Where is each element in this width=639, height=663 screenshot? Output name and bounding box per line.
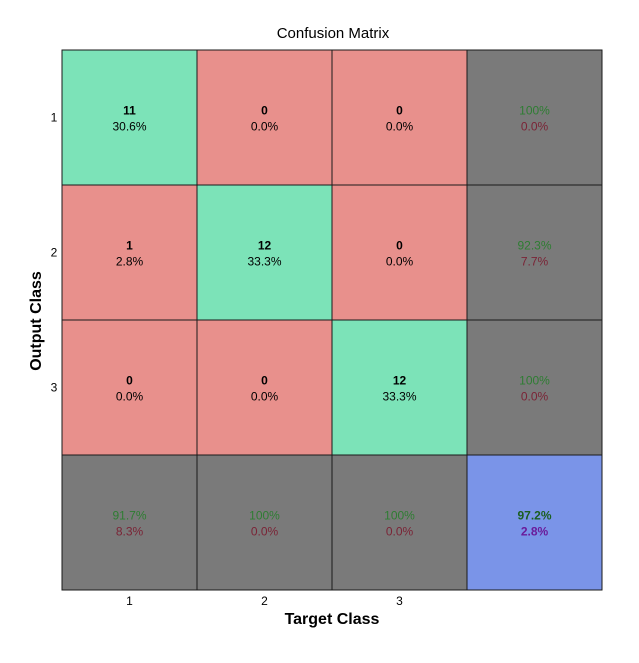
cell-3-1 [61,319,198,456]
cell-1-1-value: 11 [123,104,136,118]
cell-1-2-value: 0 [261,104,268,118]
cell-3-3 [331,319,468,456]
row-summary-2-percent: 7.7% [521,255,549,269]
cell-1-1 [61,49,198,186]
y-tick-3: 3 [51,381,58,395]
x-tick-3: 3 [396,594,403,608]
cell-1-2-percent: 0.0% [251,120,279,134]
overall-accuracy-value: 97.2% [517,509,551,523]
row-summary-2-value: 92.3% [517,239,551,253]
row-summary-1 [466,49,603,186]
matrix-frame [61,49,603,591]
cell-3-2-percent: 0.0% [251,390,279,404]
cell-2-3-value: 0 [396,239,403,253]
x-axis-label: Target Class [285,611,380,628]
cell-2-1-value: 1 [126,239,133,253]
col-summary-1-percent: 8.3% [116,525,144,539]
cell-2-2-value: 12 [258,239,272,253]
row-summary-3 [466,319,603,456]
cell-2-3-percent: 0.0% [386,255,414,269]
col-summary-2-value: 100% [249,509,280,523]
col-summary-2-percent: 0.0% [251,525,279,539]
cell-3-2 [196,319,333,456]
row-summary-1-percent: 0.0% [521,120,549,134]
cell-1-3-percent: 0.0% [386,120,414,134]
cell-2-1-percent: 2.8% [116,255,144,269]
col-summary-1-value: 91.7% [112,509,146,523]
overall-accuracy-percent: 2.8% [521,525,549,539]
cell-1-3-value: 0 [396,104,403,118]
row-summary-1-value: 100% [519,104,550,118]
cell-2-2 [196,184,333,321]
overall-accuracy [466,454,603,591]
x-tick-1: 1 [126,594,133,608]
y-axis-label: Output Class [28,271,45,371]
col-summary-3 [331,454,468,591]
col-summary-3-percent: 0.0% [386,525,414,539]
cell-1-1-percent: 30.6% [112,120,146,134]
chart-title: Confusion Matrix [277,25,390,42]
row-summary-3-value: 100% [519,374,550,388]
col-summary-2 [196,454,333,591]
y-tick-2: 2 [51,246,58,260]
y-tick-1: 1 [51,111,58,125]
col-summary-3-value: 100% [384,509,415,523]
row-summary-3-percent: 0.0% [521,390,549,404]
x-tick-2: 2 [261,594,268,608]
cell-3-3-value: 12 [393,374,407,388]
row-summary-2 [466,184,603,321]
cell-3-2-value: 0 [261,374,268,388]
matrix-grid: 11 30.6% 0 0.0% 0 0.0% 1 2.8% 12 33.3% 0 0.0% 0 0.0% 0… [61,49,603,591]
cell-3-1-value: 0 [126,374,133,388]
cell-2-3 [331,184,468,321]
cell-2-2-percent: 33.3% [247,255,281,269]
col-summary-1 [61,454,198,591]
cell-3-3-percent: 33.3% [382,390,416,404]
cell-1-3 [331,49,468,186]
cell-1-2 [196,49,333,186]
cell-3-1-percent: 0.0% [116,390,144,404]
cell-2-1 [61,184,198,321]
